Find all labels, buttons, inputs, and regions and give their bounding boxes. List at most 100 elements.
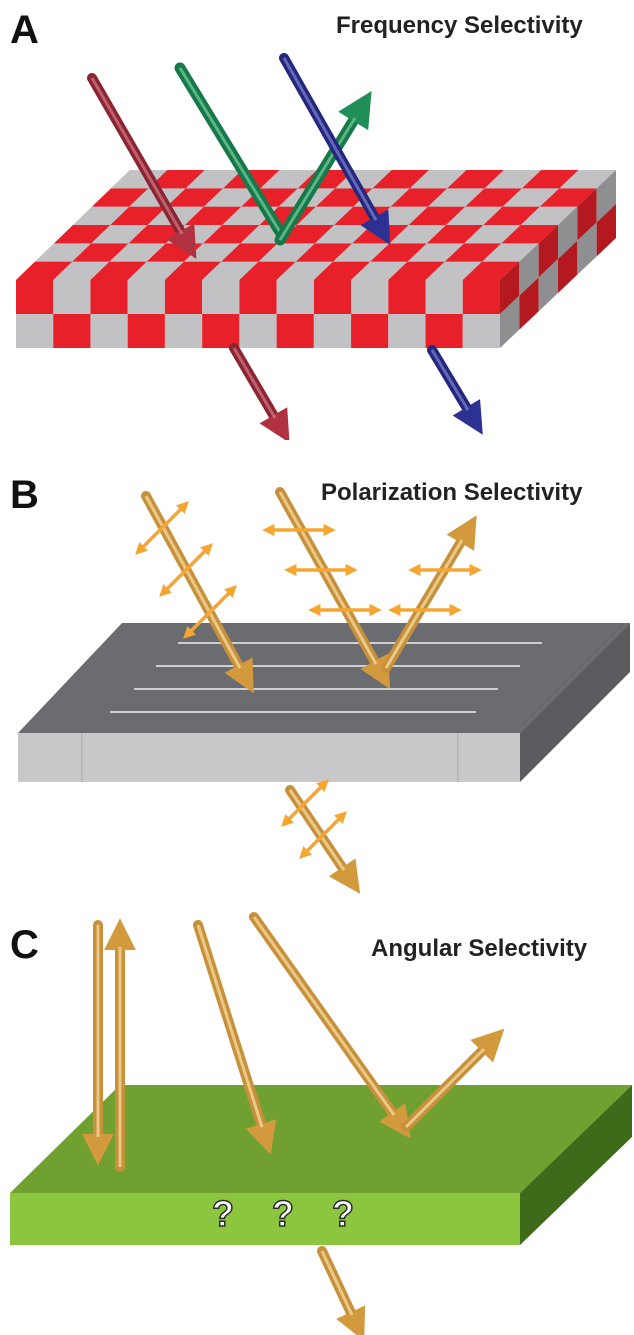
checker-cell <box>388 314 426 348</box>
checker-cell <box>16 280 54 314</box>
checker-cell <box>164 261 222 280</box>
checker-cell <box>313 280 352 314</box>
checker-cell <box>540 188 597 207</box>
checker-cell <box>538 259 558 312</box>
green-slab <box>10 1085 632 1245</box>
checker-cell <box>388 280 426 314</box>
checker-cell <box>596 170 616 223</box>
slab-side-face <box>520 1085 632 1245</box>
slab-top-face <box>10 1085 632 1193</box>
checker-cell <box>91 225 148 244</box>
frequency-selective-surface-diagram <box>16 53 616 440</box>
checker-cell <box>110 206 167 225</box>
panel-frequency-selectivity: A Frequency Selectivity <box>0 0 634 440</box>
checker-cell <box>295 243 353 262</box>
checker-cell <box>90 280 128 314</box>
checker-cell <box>335 170 392 189</box>
checker-cell <box>53 314 91 348</box>
red-beam-icon <box>87 73 290 440</box>
checker-cell <box>277 225 335 244</box>
checker-cell <box>519 243 539 296</box>
checker-cell <box>35 243 92 262</box>
checker-cell <box>314 225 372 244</box>
checker-cell <box>372 170 430 189</box>
polarization-double-arrow-icon <box>135 501 482 859</box>
checker-cell <box>184 243 241 262</box>
checker-cell <box>409 170 467 189</box>
checker-cell <box>558 206 578 259</box>
checker-cell <box>520 206 578 225</box>
checker-cell <box>16 314 54 348</box>
checker-cell <box>483 206 540 225</box>
checker-cell <box>502 188 560 207</box>
unknown-mechanism-label: ? ? ? <box>211 1193 368 1234</box>
checker-cell <box>185 170 243 189</box>
checker-cell <box>501 225 558 244</box>
checker-cell <box>464 225 521 244</box>
polarizer-side-face <box>520 623 630 782</box>
checker-cell <box>239 314 277 348</box>
checker-cell <box>164 314 203 348</box>
checker-cell <box>351 314 389 348</box>
checker-cell <box>521 170 579 189</box>
checker-cell <box>596 204 616 257</box>
checker-cell <box>296 206 354 225</box>
checker-cell <box>202 280 240 314</box>
angular-selective-surface-diagram <box>10 912 632 1335</box>
panel-letter: A <box>10 8 39 52</box>
panel-letter: B <box>10 473 39 517</box>
checker-cell <box>148 170 205 189</box>
checker-cell <box>370 243 427 262</box>
checker-cell <box>313 314 352 348</box>
checker-cell <box>92 188 149 207</box>
checker-cell <box>260 170 317 189</box>
checker-cell <box>221 243 278 262</box>
checker-cell <box>16 261 73 280</box>
blue-beam-icon <box>279 53 483 435</box>
checker-cell <box>538 225 558 278</box>
checker-cell <box>388 261 445 280</box>
checker-cell <box>559 170 616 189</box>
checker-cell <box>54 225 111 244</box>
checker-cell <box>109 243 166 262</box>
green-beam-icon <box>174 62 372 246</box>
gold-beam-icon <box>81 912 505 1335</box>
checker-cell <box>72 243 129 262</box>
panel-angular-selectivity: C Angular Selectivity ? ? ? <box>0 895 634 1335</box>
checker-cell <box>239 261 296 280</box>
checker-cell <box>426 225 484 244</box>
checker-cell <box>90 314 128 348</box>
panel-letter: C <box>10 923 39 967</box>
checker-cell <box>446 206 503 225</box>
checker-cell <box>482 243 539 262</box>
checker-cell <box>425 261 483 280</box>
slab-front-checker-pattern <box>16 280 500 348</box>
checker-cell <box>203 225 260 244</box>
checker-cell <box>276 314 314 348</box>
checker-cell <box>127 261 185 280</box>
checker-cell <box>239 280 277 314</box>
panel-title: Polarization Selectivity <box>321 479 583 506</box>
checker-cell <box>351 261 408 280</box>
checker-cell <box>425 280 463 314</box>
checker-cell <box>425 314 463 348</box>
wire-grid-polarizer <box>18 623 630 782</box>
checker-cell <box>258 243 315 262</box>
checker-cell <box>313 261 371 280</box>
checker-cell <box>202 314 240 348</box>
slab-side-checker-pattern <box>500 170 616 348</box>
panel-polarization-selectivity: B Polarization Selectivity <box>0 440 634 895</box>
checker-cell <box>389 225 447 244</box>
checker-cell <box>558 240 578 293</box>
checker-cell <box>333 243 390 262</box>
panel-title: Angular Selectivity <box>371 935 588 962</box>
slab-front-face <box>10 1193 520 1245</box>
checker-cell <box>462 261 520 280</box>
checker-cell <box>428 188 485 207</box>
checker-cell <box>462 280 500 314</box>
checker-cell <box>276 261 334 280</box>
checker-cell <box>127 280 165 314</box>
checker-cell <box>465 188 522 207</box>
checker-cell <box>351 280 389 314</box>
panel-title: Frequency Selectivity <box>336 12 583 39</box>
